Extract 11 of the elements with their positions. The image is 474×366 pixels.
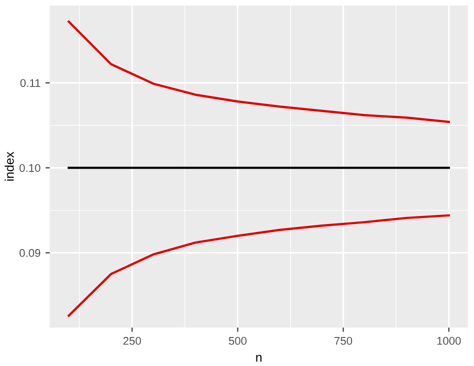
x-tick-label: 250 — [123, 336, 141, 345]
y-tick-label: 0.11 — [20, 79, 40, 87]
x-axis-title: n — [256, 354, 262, 362]
line-series — [68, 214, 450, 317]
line-series — [68, 20, 450, 124]
x-tick-label: 500 — [228, 336, 247, 345]
x-tick-label: 1000 — [437, 336, 461, 345]
x-tick-label: 750 — [334, 336, 352, 345]
y-axis-title: index — [4, 152, 14, 181]
y-tick-label: 0.10 — [20, 164, 40, 172]
y-tick-label: 0.09 — [20, 249, 40, 257]
